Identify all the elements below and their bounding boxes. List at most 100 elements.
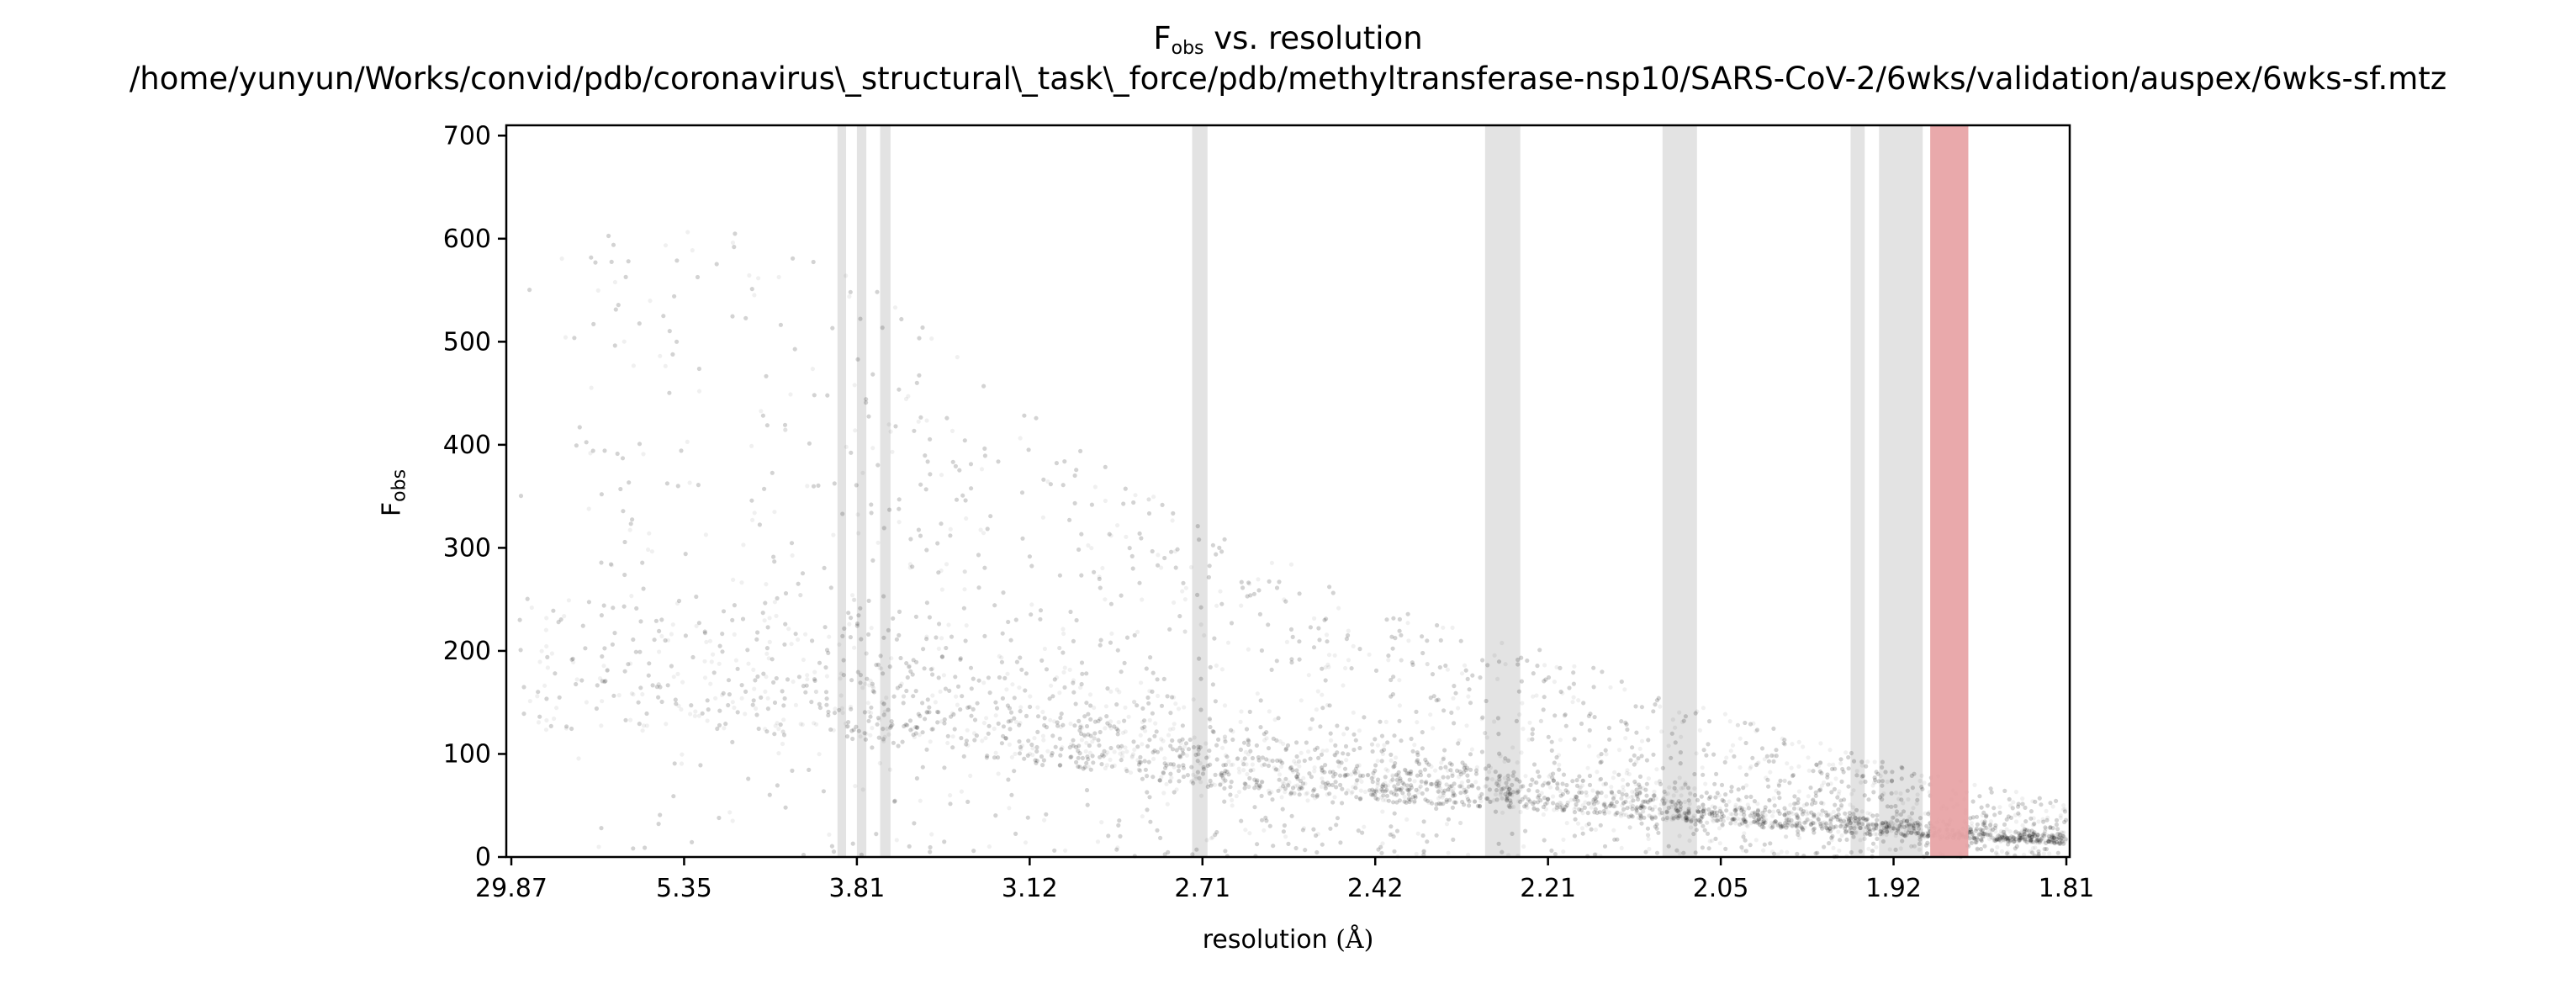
data-point	[755, 630, 760, 635]
data-point	[852, 383, 857, 388]
data-point	[1788, 802, 1793, 807]
data-point	[1625, 806, 1630, 811]
data-point	[1466, 694, 1471, 699]
data-point	[1018, 747, 1024, 752]
data-point	[1658, 704, 1663, 709]
data-point	[1653, 814, 1658, 819]
data-point	[1564, 821, 1569, 826]
data-point	[1129, 754, 1135, 759]
data-point	[1674, 814, 1679, 819]
data-point	[537, 659, 542, 664]
data-point	[629, 594, 634, 599]
data-point	[1320, 767, 1325, 773]
data-point	[1410, 662, 1415, 668]
data-point	[1115, 523, 1120, 528]
data-point	[1677, 775, 1682, 780]
data-point	[2045, 839, 2051, 844]
data-point	[1523, 794, 1528, 799]
data-point	[2018, 833, 2023, 838]
data-point	[764, 582, 769, 587]
data-point	[1086, 542, 1091, 548]
data-point	[1574, 801, 1579, 807]
data-point	[1766, 784, 1771, 789]
ice-ring-band-7	[1850, 125, 1865, 857]
data-point	[886, 422, 891, 427]
data-point	[1108, 757, 1113, 763]
data-point	[711, 652, 716, 657]
data-point	[1277, 739, 1283, 744]
data-point	[1299, 785, 1305, 791]
data-point	[2003, 836, 2009, 842]
data-point	[1440, 788, 1445, 794]
data-point	[1982, 825, 1987, 830]
data-point	[1780, 736, 1785, 741]
data-point	[1692, 786, 1697, 791]
data-point	[844, 724, 849, 729]
data-point	[1998, 839, 2003, 844]
data-point	[1000, 631, 1005, 636]
data-point	[1038, 616, 1043, 622]
data-point	[1288, 790, 1294, 796]
data-point	[1593, 807, 1598, 812]
data-point	[1230, 803, 1235, 808]
data-point	[1434, 782, 1439, 787]
data-point	[673, 697, 678, 702]
data-point	[877, 760, 882, 766]
data-point	[785, 677, 791, 682]
data-point	[1465, 765, 1470, 770]
data-point	[1707, 839, 1712, 844]
data-point	[1584, 793, 1590, 798]
data-point	[1147, 689, 1152, 694]
data-point	[671, 794, 676, 799]
data-point	[1244, 762, 1249, 767]
data-point	[1681, 850, 1686, 855]
data-point	[1981, 832, 1986, 837]
data-point	[948, 526, 953, 532]
data-point	[933, 700, 938, 705]
data-point	[1784, 822, 1789, 827]
data-point	[731, 577, 736, 583]
data-point	[1223, 769, 1228, 774]
data-point	[1451, 786, 1456, 791]
data-point	[924, 418, 929, 423]
data-point	[1018, 436, 1023, 441]
data-point	[1999, 849, 2005, 854]
data-point	[1664, 798, 1669, 803]
data-point	[858, 673, 863, 678]
data-point	[1159, 737, 1164, 742]
data-point	[1040, 515, 1045, 520]
data-point	[937, 622, 942, 627]
data-point	[944, 645, 949, 651]
data-point	[1087, 743, 1092, 749]
data-point	[2033, 840, 2038, 845]
data-point	[1548, 772, 1553, 777]
data-point	[1741, 848, 1746, 853]
ice-ring-band-2	[856, 125, 867, 857]
data-point	[772, 510, 777, 515]
data-point	[1715, 813, 1720, 818]
data-point	[1004, 687, 1009, 692]
data-point	[805, 673, 810, 678]
data-point	[631, 363, 637, 368]
data-point	[880, 700, 885, 705]
data-point	[2006, 814, 2011, 819]
data-point	[1908, 823, 1913, 828]
data-point	[1802, 825, 1807, 830]
data-point	[1818, 741, 1823, 746]
data-point	[1124, 635, 1130, 640]
data-point	[1867, 828, 1873, 833]
data-point	[1222, 799, 1227, 804]
data-point	[993, 713, 998, 718]
data-point	[1278, 759, 1283, 764]
data-point	[1389, 694, 1394, 699]
data-point	[1129, 754, 1135, 760]
data-point	[1287, 780, 1292, 785]
data-point	[942, 839, 947, 844]
data-point	[1357, 775, 1362, 780]
data-point	[1793, 801, 1798, 807]
data-point	[2044, 808, 2049, 814]
data-point	[1171, 511, 1176, 516]
data-point	[566, 598, 572, 603]
data-point	[1165, 694, 1170, 699]
data-point	[1608, 685, 1613, 690]
